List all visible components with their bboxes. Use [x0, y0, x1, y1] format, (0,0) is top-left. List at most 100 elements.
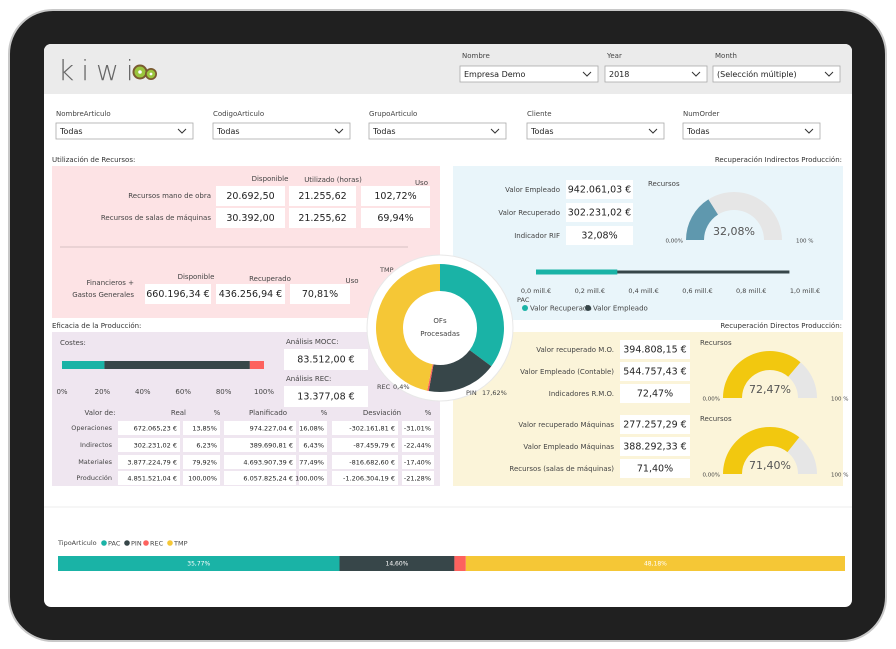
- gauge-value: [686, 199, 718, 240]
- dropdown-value: 2018: [609, 70, 629, 79]
- value: -22,44%: [404, 442, 431, 450]
- value: -87.459,79 €: [353, 442, 395, 450]
- value: 72,47%: [637, 389, 673, 400]
- value-box: [299, 471, 327, 485]
- value-box: [402, 421, 434, 435]
- donut-segment: [376, 264, 440, 391]
- dashboard: kiwi Nombre Empresa Demo Year 2018 Month (Sele…: [44, 44, 852, 571]
- column-header: Uso: [415, 179, 428, 187]
- value-box: [145, 284, 211, 304]
- donut-center: Procesadas: [420, 330, 460, 338]
- data-label: 48,18%: [644, 561, 667, 568]
- row-label: Producción: [76, 474, 112, 482]
- row-label: Valor recuperado M.O.: [536, 346, 614, 354]
- legend-dot: [124, 540, 130, 546]
- column-header: Real: [171, 409, 186, 417]
- donut-value-label: 17,62%: [482, 389, 507, 397]
- x-tick-label: 40%: [135, 388, 151, 396]
- value-box: [620, 459, 690, 478]
- value: 79,92%: [192, 459, 217, 467]
- value: 942.061,03 €: [568, 185, 631, 196]
- x-tick-label: 100%: [254, 388, 274, 396]
- donut-label: TMP: [379, 266, 394, 274]
- donut-center: OFs: [433, 317, 447, 325]
- kiwi-icon: [132, 64, 157, 80]
- x-tick-label: 20%: [95, 388, 111, 396]
- value: 6,23%: [196, 442, 217, 450]
- column-header: %: [321, 409, 328, 417]
- chevron: [648, 128, 658, 134]
- value-box: [332, 471, 398, 485]
- value: -21,28%: [404, 475, 431, 483]
- value-box: [284, 386, 368, 407]
- value-box: [183, 438, 220, 452]
- legend-label: PIN: [131, 540, 142, 548]
- x-tick-label: 1,0 mill.€: [790, 287, 820, 295]
- dropdown[interactable]: [212, 122, 351, 140]
- bar-label: Costes:: [60, 339, 86, 347]
- x-tick-label: 0,2 mill.€: [575, 287, 605, 295]
- value: -17,40%: [404, 459, 431, 467]
- value: 4.851.521,04 €: [127, 475, 177, 483]
- filter-label: Cliente: [527, 110, 552, 118]
- donut-label: PIN: [466, 389, 477, 397]
- gauge-tick-label: 100 %: [831, 397, 848, 403]
- gauge-label: 72,47%: [749, 383, 791, 396]
- donut-value-label: 0,4%: [393, 383, 410, 391]
- row-label: Operaciones: [71, 424, 112, 432]
- dropdown[interactable]: [459, 65, 599, 83]
- dropdown-value: Todas: [59, 127, 83, 136]
- value: 302.231,02 €: [134, 442, 177, 450]
- value-box: [620, 437, 690, 456]
- value-box: [620, 340, 690, 359]
- value-box: [332, 421, 398, 435]
- value-box: [620, 415, 690, 434]
- value-box: [118, 471, 180, 485]
- dropdown[interactable]: [526, 122, 665, 140]
- legend-dot: [522, 305, 528, 311]
- gauge-label: 32,08%: [713, 225, 755, 238]
- dropdown[interactable]: [55, 122, 194, 140]
- x-tick-label: 0,0 mill.€: [521, 287, 551, 295]
- value-box: [566, 203, 633, 222]
- value: 660.196,34 €: [146, 289, 209, 300]
- row-label: Recursos mano de obra: [128, 192, 211, 200]
- bar-segment: [249, 361, 264, 369]
- dropdown[interactable]: [682, 122, 821, 140]
- value-box: [224, 438, 296, 452]
- row-label: Recursos de salas de máquinas: [101, 214, 211, 222]
- chevron: [824, 71, 834, 77]
- donut-label: PAC: [517, 296, 530, 304]
- value: 974.227,04 €: [250, 425, 293, 433]
- value-box: [216, 186, 285, 206]
- value-box: [620, 384, 690, 403]
- x-tick-label: 0,8 mill.€: [736, 287, 766, 295]
- row-label: Materiales: [78, 458, 112, 466]
- dropdown-value: (Selección múltiple): [717, 69, 797, 79]
- value: 13.377,08 €: [297, 392, 354, 403]
- value-box: [299, 438, 327, 452]
- value-box: [402, 438, 434, 452]
- value-box: [361, 208, 430, 228]
- column-header: %: [214, 409, 221, 417]
- dropdown[interactable]: [368, 122, 507, 140]
- value-box: [289, 208, 356, 228]
- row-label: Valor recuperado Máquinas: [518, 421, 614, 429]
- value-box: [402, 455, 434, 469]
- value-box: [183, 471, 220, 485]
- dropdown[interactable]: [604, 65, 708, 83]
- value: 388.292,33 €: [623, 442, 686, 453]
- value: 69,94%: [377, 213, 413, 224]
- row-label: Gastos Generales: [72, 291, 134, 299]
- value: 70,81%: [302, 289, 338, 300]
- bar-segment: [58, 556, 340, 571]
- value: 6,43%: [303, 442, 324, 450]
- bar-segment: [454, 556, 466, 571]
- donut-segment: [427, 364, 434, 391]
- legend-dot: [101, 540, 107, 546]
- chevron: [804, 128, 814, 134]
- donut-label: REC: [377, 383, 391, 391]
- row-label: Valor Recuperado: [498, 209, 560, 217]
- dropdown[interactable]: [712, 65, 841, 83]
